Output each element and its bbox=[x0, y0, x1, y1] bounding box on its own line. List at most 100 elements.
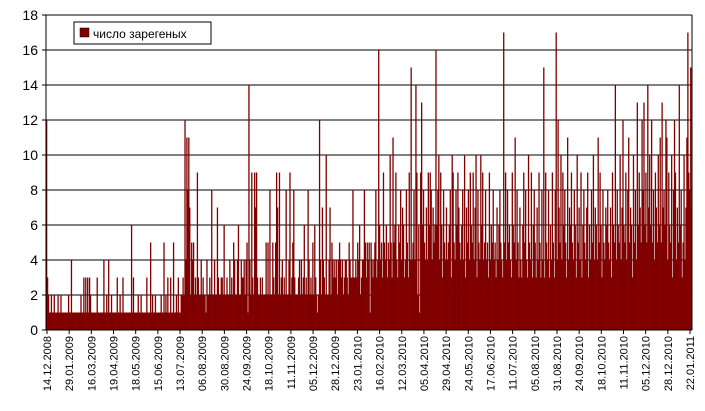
bar bbox=[532, 225, 534, 330]
bar bbox=[515, 260, 517, 330]
bar bbox=[520, 260, 522, 330]
bar bbox=[99, 312, 101, 330]
x-tick-label: 29.04.2010 bbox=[441, 336, 453, 391]
bar bbox=[154, 295, 157, 330]
bar bbox=[638, 172, 640, 330]
bar bbox=[452, 172, 454, 330]
bar bbox=[130, 225, 133, 330]
bar bbox=[423, 242, 426, 330]
bar bbox=[312, 242, 314, 330]
bar bbox=[80, 295, 82, 330]
bar bbox=[283, 277, 285, 330]
bar bbox=[563, 225, 565, 330]
bar bbox=[75, 312, 77, 330]
bar bbox=[169, 312, 171, 330]
bar bbox=[287, 295, 289, 330]
bar bbox=[415, 85, 417, 330]
bar bbox=[659, 137, 661, 330]
bar bbox=[367, 260, 369, 330]
bar bbox=[197, 277, 200, 330]
bar bbox=[576, 155, 578, 330]
bar bbox=[341, 260, 344, 330]
bar bbox=[260, 295, 263, 330]
bar bbox=[361, 260, 364, 330]
bar bbox=[292, 242, 294, 330]
bar bbox=[511, 172, 513, 330]
bar bbox=[200, 260, 202, 330]
bar bbox=[216, 207, 219, 330]
bar bbox=[358, 260, 360, 330]
bar bbox=[237, 225, 240, 330]
bar bbox=[549, 225, 552, 330]
bar bbox=[302, 277, 304, 330]
bar bbox=[496, 207, 498, 330]
bar bbox=[690, 67, 692, 330]
bar bbox=[582, 225, 584, 330]
bar bbox=[173, 312, 176, 330]
bar bbox=[566, 137, 569, 330]
bar bbox=[611, 172, 614, 330]
bar bbox=[343, 277, 346, 330]
bar bbox=[97, 312, 99, 330]
bar bbox=[224, 295, 226, 330]
bar bbox=[399, 242, 401, 330]
bar bbox=[454, 260, 456, 330]
bar bbox=[210, 295, 212, 330]
bar bbox=[235, 295, 238, 330]
bar bbox=[629, 242, 631, 330]
bar bbox=[142, 312, 144, 330]
bar bbox=[202, 277, 204, 330]
bar bbox=[469, 172, 471, 330]
x-tick-label: 05.04.2010 bbox=[419, 336, 431, 391]
bar bbox=[136, 312, 138, 330]
bar bbox=[234, 295, 237, 330]
bar bbox=[540, 277, 542, 330]
x-tick-label: 14.12.2008 bbox=[42, 336, 54, 391]
bar bbox=[257, 295, 260, 330]
bar bbox=[633, 242, 636, 330]
bar bbox=[351, 277, 353, 330]
bar bbox=[104, 312, 106, 330]
bar bbox=[256, 277, 259, 330]
bar bbox=[517, 242, 519, 330]
x-tick-label: 30.08.2009 bbox=[219, 336, 231, 391]
bar bbox=[163, 242, 165, 330]
bar bbox=[387, 242, 389, 330]
bar bbox=[145, 312, 147, 330]
bar bbox=[69, 312, 72, 330]
bar bbox=[628, 137, 630, 330]
bar bbox=[297, 277, 300, 330]
bar bbox=[152, 312, 155, 330]
bar bbox=[149, 312, 151, 330]
bar bbox=[191, 260, 194, 330]
bar bbox=[634, 190, 637, 330]
bar bbox=[348, 242, 350, 330]
bar bbox=[71, 312, 74, 330]
bar bbox=[228, 295, 230, 330]
bar bbox=[246, 242, 248, 330]
bar bbox=[63, 312, 65, 330]
bar bbox=[306, 295, 308, 330]
bar bbox=[289, 172, 291, 330]
bar bbox=[180, 295, 182, 330]
bar bbox=[188, 137, 190, 330]
bar bbox=[159, 312, 161, 330]
bar bbox=[232, 295, 234, 330]
bar bbox=[417, 295, 419, 330]
bar bbox=[59, 312, 61, 330]
bar bbox=[587, 172, 589, 330]
bar bbox=[547, 190, 550, 330]
bar bbox=[613, 242, 616, 330]
y-tick-label: 14 bbox=[22, 77, 38, 93]
bar bbox=[424, 260, 427, 330]
bar bbox=[527, 155, 530, 330]
bar bbox=[116, 277, 118, 330]
bar bbox=[113, 312, 116, 330]
bar bbox=[263, 295, 265, 330]
bar bbox=[477, 190, 479, 330]
bar bbox=[642, 190, 644, 330]
bar bbox=[537, 260, 539, 330]
bar bbox=[533, 190, 535, 330]
bar bbox=[474, 207, 476, 330]
